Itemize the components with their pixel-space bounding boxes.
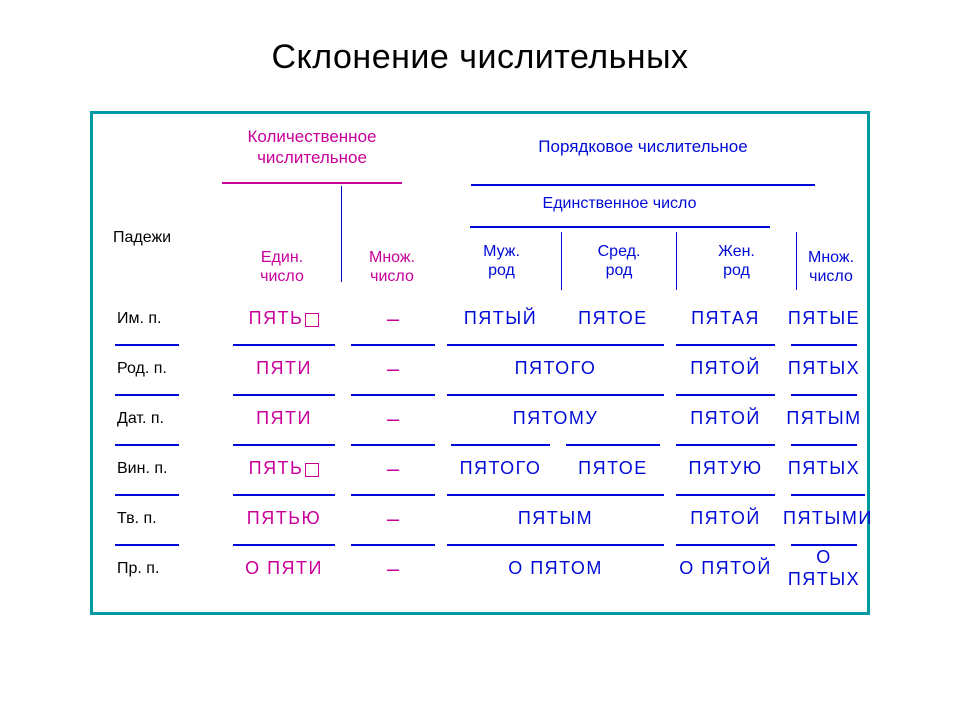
dash-text: – bbox=[387, 406, 399, 432]
zen-l1: Жен. bbox=[718, 242, 755, 261]
case-cell: Род. п. bbox=[95, 344, 225, 394]
header-ord-plur-inner: Множ. число bbox=[797, 186, 865, 292]
cardinal-plural-cell: – bbox=[343, 444, 443, 494]
card-sing-l2: число bbox=[260, 267, 304, 286]
cardinal-singular-text: О ПЯТИ bbox=[245, 558, 323, 580]
ordinal-neut-cell: ПЯТОЕ bbox=[558, 294, 668, 344]
ordinal-plural-cell: ПЯТЫЕ bbox=[783, 294, 865, 344]
header-ord-sing-group: Единственное число Муж. род Сред. род Же… bbox=[442, 186, 797, 290]
header-card-plur-inner: Множ. число bbox=[342, 186, 442, 292]
sred-l2: род bbox=[606, 261, 633, 280]
case-cell: Им. п. bbox=[95, 294, 225, 344]
header-ord-plur: Множ. число bbox=[797, 186, 865, 282]
cardinal-singular-cell: ПЯТЬ bbox=[225, 294, 343, 344]
dash-text: – bbox=[387, 456, 399, 482]
case-cell: Пр. п. bbox=[95, 544, 225, 594]
dash-text: – bbox=[387, 356, 399, 382]
header-card-plur: Множ. число bbox=[342, 186, 442, 282]
ordinal-plural-cell: О ПЯТЫХ bbox=[783, 544, 865, 594]
subrule bbox=[470, 226, 770, 228]
ending-box-icon bbox=[305, 463, 319, 477]
cardinal-singular-cell: О ПЯТИ bbox=[225, 544, 343, 594]
ending-box-icon bbox=[305, 313, 319, 327]
cardinal-singular-text: ПЯТЬ bbox=[249, 458, 304, 480]
ordinal-masc-cell: ПЯТЫЙ bbox=[443, 294, 558, 344]
dash-text: – bbox=[387, 506, 399, 532]
cardinal-singular-cell: ПЯТИ bbox=[225, 344, 343, 394]
ordinal-plural-cell: ПЯТЫХ bbox=[783, 344, 865, 394]
card-sing-l1: Един. bbox=[261, 248, 303, 267]
header-ord-sing: Единственное число bbox=[442, 186, 797, 222]
header-ordinal-wrap: Порядковое числительное bbox=[421, 116, 865, 178]
ordinal-plural-cell: ПЯТЫМИ bbox=[783, 494, 873, 544]
header-cases-spacer bbox=[95, 116, 203, 178]
ordinal-masc-cell: ПЯТОГО bbox=[443, 444, 558, 494]
sred-l1: Сред. bbox=[598, 242, 641, 261]
table-row: Им. п. ПЯТЬ – ПЯТЫЙПЯТОЕПЯТАЯПЯТЫЕ bbox=[95, 294, 865, 344]
ordinal-fem-cell: ПЯТОЙ bbox=[668, 494, 783, 544]
cardinal-plural-cell: – bbox=[343, 494, 443, 544]
case-cell: Тв. п. bbox=[95, 494, 225, 544]
zen-l2: род bbox=[723, 261, 750, 280]
header-sred: Сред. род bbox=[562, 232, 677, 291]
muz-l1: Муж. bbox=[483, 242, 520, 261]
table-body: Им. п.ПЯТЬ–ПЯТЫЙПЯТОЕПЯТАЯПЯТЫЕРод. п.ПЯ… bbox=[95, 294, 865, 594]
ord-plur-l1: Множ. bbox=[808, 248, 854, 267]
header-cardinal-l1: Количественное bbox=[248, 126, 377, 147]
table-row: Пр. п. О ПЯТИ – О ПЯТОМО ПЯТОЙО ПЯТЫХ bbox=[95, 544, 865, 594]
ordinal-fem-cell: ПЯТОЙ bbox=[668, 394, 783, 444]
header-row-1: Количественное числительное Порядковое ч… bbox=[95, 116, 865, 178]
cardinal-singular-text: ПЯТЬ bbox=[249, 308, 304, 330]
ordinal-masc-neut-merged-cell: ПЯТЫМ bbox=[443, 494, 668, 544]
table-row: Тв. п.ПЯТЬЮ–ПЯТЫМПЯТОЙПЯТЫМИ bbox=[95, 494, 865, 544]
cardinal-singular-text: ПЯТИ bbox=[256, 408, 312, 430]
card-plur-l2: число bbox=[370, 267, 414, 286]
card-plur-l1: Множ. bbox=[369, 248, 415, 267]
cardinal-singular-cell: ПЯТЬ bbox=[225, 444, 343, 494]
header-cases: Падежи bbox=[95, 186, 223, 290]
header-row-2: Падежи Един. число Множ. число Единствен… bbox=[95, 186, 865, 290]
cardinal-singular-cell: ПЯТИ bbox=[225, 394, 343, 444]
case-cell: Дат. п. bbox=[95, 394, 225, 444]
rule-pink bbox=[222, 182, 402, 184]
ordinal-masc-neut-merged-cell: ПЯТОГО bbox=[443, 344, 668, 394]
cardinal-plural-cell: – bbox=[343, 344, 443, 394]
ordinal-masc-neut-merged-cell: ПЯТОМУ bbox=[443, 394, 668, 444]
ord-plur-l2: число bbox=[809, 267, 853, 286]
header-cardinal-wrap: Количественное числительное bbox=[203, 116, 421, 178]
ordinal-fem-cell: ПЯТОЙ bbox=[668, 344, 783, 394]
header-card-sing-inner: Един. число bbox=[223, 186, 341, 292]
cardinal-plural-cell: – bbox=[343, 294, 443, 344]
header-ordinal: Порядковое числительное bbox=[421, 116, 865, 178]
page: Склонение числительных Количественное чи… bbox=[0, 0, 960, 720]
ordinal-plural-cell: ПЯТЫХ bbox=[783, 444, 865, 494]
declension-table: Количественное числительное Порядковое ч… bbox=[90, 111, 870, 615]
muz-l2: род bbox=[488, 261, 515, 280]
cardinal-singular-text: ПЯТЬЮ bbox=[247, 508, 321, 530]
ordinal-fem-cell: О ПЯТОЙ bbox=[668, 544, 783, 594]
ordinal-masc-neut-merged-cell: О ПЯТОМ bbox=[443, 544, 668, 594]
cardinal-singular-cell: ПЯТЬЮ bbox=[225, 494, 343, 544]
ordinal-plural-cell: ПЯТЫМ bbox=[783, 394, 865, 444]
dash-text: – bbox=[387, 556, 399, 582]
case-cell: Вин. п. bbox=[95, 444, 225, 494]
table-row: Вин. п. ПЯТЬ – ПЯТОГОПЯТОЕПЯТУЮПЯТЫХ bbox=[95, 444, 865, 494]
header-muz: Муж. род bbox=[442, 232, 562, 291]
ordinal-fem-cell: ПЯТАЯ bbox=[668, 294, 783, 344]
header-zen: Жен. род bbox=[677, 232, 797, 291]
table-row: Род. п. ПЯТИ – ПЯТОГОПЯТОЙПЯТЫХ bbox=[95, 344, 865, 394]
header-card-sing: Един. число bbox=[223, 186, 342, 282]
ordinal-neut-cell: ПЯТОЕ bbox=[558, 444, 668, 494]
table-row: Дат. п. ПЯТИ – ПЯТОМУПЯТОЙПЯТЫМ bbox=[95, 394, 865, 444]
ordinal-fem-cell: ПЯТУЮ bbox=[668, 444, 783, 494]
dash-text: – bbox=[387, 306, 399, 332]
cardinal-singular-text: ПЯТИ bbox=[256, 358, 312, 380]
header-cardinal: Количественное числительное bbox=[203, 116, 421, 178]
page-title: Склонение числительных bbox=[271, 38, 688, 77]
cardinal-plural-cell: – bbox=[343, 394, 443, 444]
cardinal-plural-cell: – bbox=[343, 544, 443, 594]
header-cardinal-l2: числительное bbox=[257, 147, 367, 168]
